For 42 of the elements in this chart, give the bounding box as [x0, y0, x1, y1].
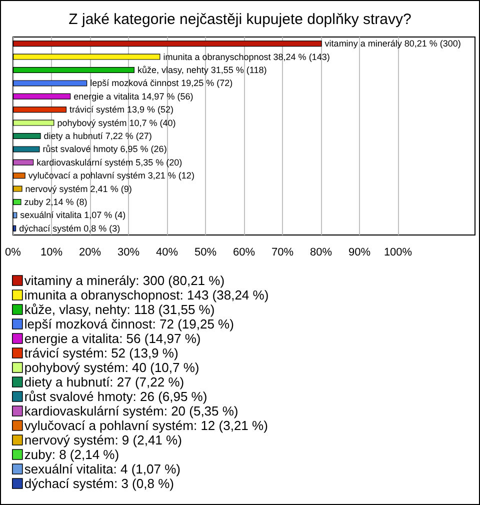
data-label: diety a hubnutí 7,22 % (27) [44, 131, 152, 141]
x-tick-label: 20% [78, 246, 102, 258]
legend-label: lepší mozková činnost: 72 (19,25 %) [24, 316, 234, 332]
legend-label: dýchací systém: 3 (0,8 %) [24, 476, 174, 491]
legend-label: vitaminy a minerály: 300 (80,21 %) [24, 273, 225, 288]
legend-label: pohybový systém: 40 (10,7 %) [24, 360, 200, 375]
x-tick-label: 50% [194, 246, 217, 258]
legend-label: nervový systém: 9 (2,41 %) [24, 432, 182, 448]
legend-label: energie a vitalita: 56 (14,97 %) [24, 331, 201, 346]
x-tick-label: 100% [384, 246, 412, 258]
x-tick-label: 0% [5, 246, 22, 258]
chart-title: Z jaké kategorie nejčastěji kupujete doplňky stravy? [68, 11, 412, 28]
data-label: kardiovaskulární systém 5,35 % (20) [36, 157, 182, 168]
data-label: dýchací systém 0,8 % (3) [19, 223, 120, 234]
data-label: imunita a obranyschopnost 38,24 % (143) [163, 52, 330, 62]
x-tick-label: 70% [271, 246, 294, 258]
data-label: lepší mozková činnost 19,25 % (72) [90, 78, 233, 88]
legend-label: imunita a obranyschopnost: 143 (38,24 %) [24, 288, 269, 302]
legend-label: růst svalové hmoty: 26 (6,95 %) [24, 389, 208, 404]
x-tick-label: 60% [232, 246, 256, 258]
legend-label: kardiovaskulární systém: 20 (5,35 %) [24, 404, 238, 418]
data-label: energie a vitalita 14,97 % (56) [74, 91, 194, 102]
legend-label: trávicí systém: 52 (13,9 %) [24, 346, 178, 360]
legend-label: zuby: 8 (2,14 %) [24, 447, 120, 462]
legend-label: sexuální vitalita: 4 (1,07 %) [24, 462, 180, 476]
x-tick-label: 90% [348, 246, 371, 258]
data-label: zuby 2,14 % (8) [24, 197, 88, 207]
legend-label: kůže, vlasy, nehty: 118 (31,55 %) [24, 302, 215, 317]
x-tick-label: 30% [117, 246, 140, 258]
data-label: růst svalové hmoty 6,95 % (26) [42, 144, 167, 154]
data-label: pohybový systém 10,7 % (40) [57, 118, 176, 128]
data-label: vylučovací a pohlavní systém 3,21 % (12) [28, 170, 194, 181]
data-label: sexuální vitalita 1,07 % (4) [20, 210, 126, 220]
legend-label: diety a hubnutí: 27 (7,22 %) [24, 374, 184, 390]
legend-label: vylučovací a pohlavní systém: 12 (3,21 %) [24, 418, 268, 433]
data-label: kůže, vlasy, nehty 31,55 % (118) [137, 65, 267, 75]
x-tick-label: 80% [310, 246, 332, 258]
x-tick-label: 40% [156, 246, 178, 258]
data-label: trávicí systém 13,9 % (52) [70, 104, 174, 115]
data-label: nervový systém 2,41 % (9) [25, 184, 132, 194]
data-label: vitaminy a minerály 80,21 % (300) [324, 38, 461, 49]
x-tick-label: 10% [40, 246, 63, 258]
